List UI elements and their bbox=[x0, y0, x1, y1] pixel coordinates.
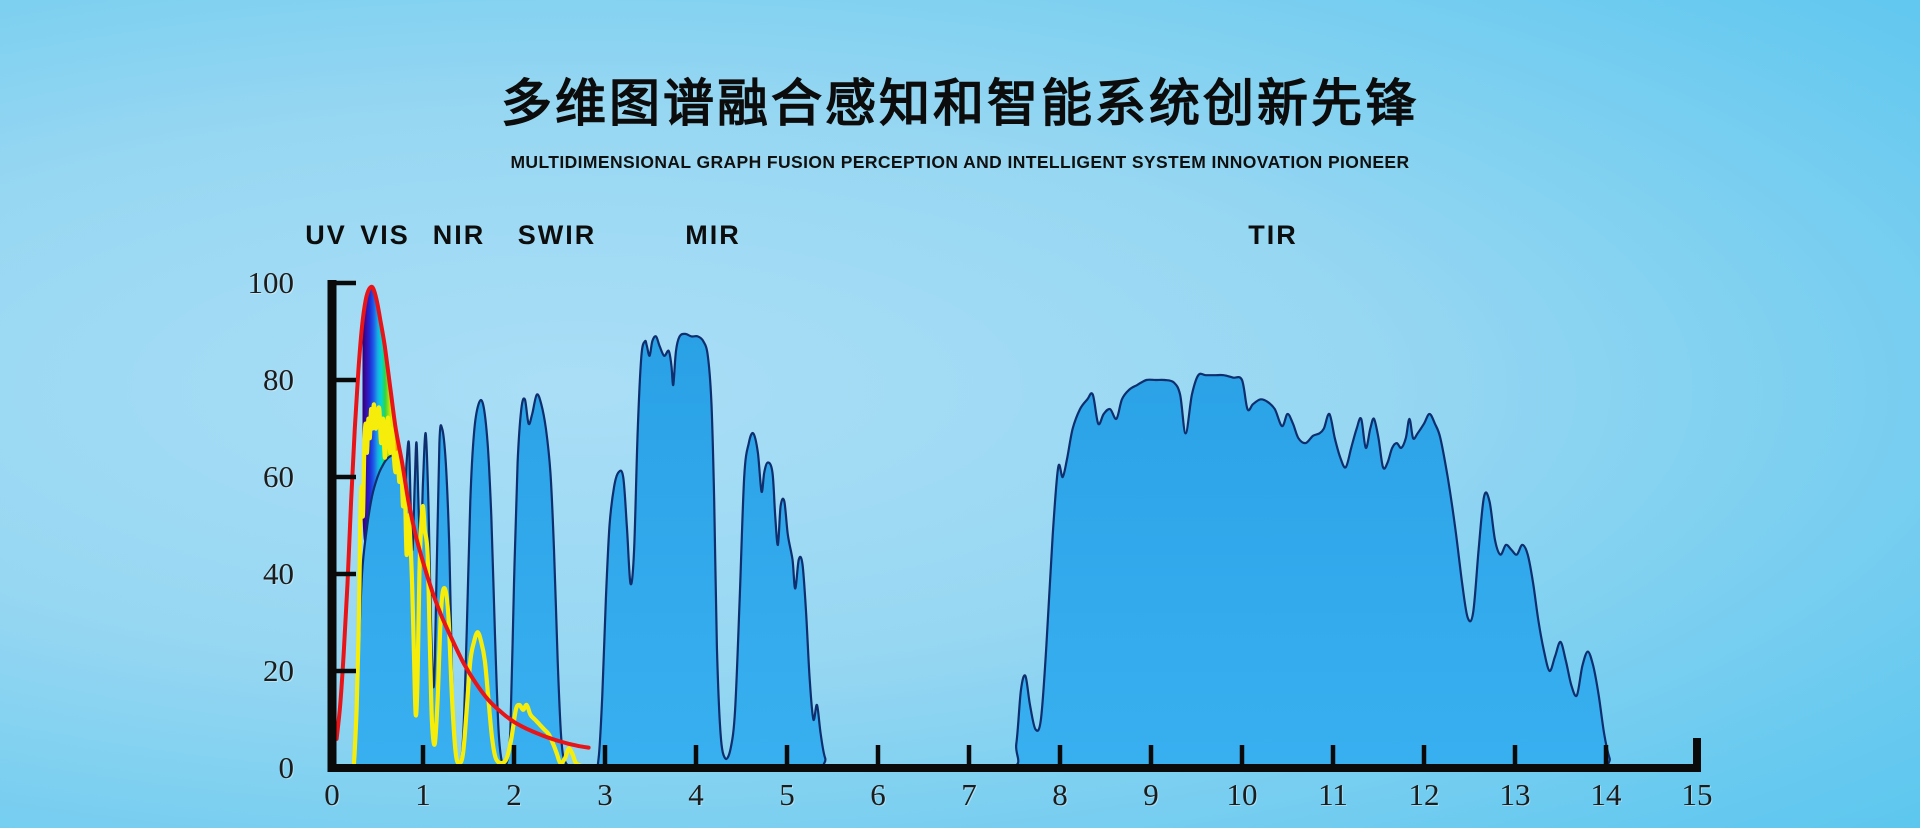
y-tick-label: 0 bbox=[278, 750, 295, 785]
page-title: 多维图谱融合感知和智能系统创新先锋 bbox=[500, 75, 1419, 132]
x-tick-label: 13 bbox=[1499, 777, 1531, 812]
solar-envelope-curve bbox=[334, 284, 591, 750]
x-tick-label: 14 bbox=[1590, 777, 1622, 812]
x-tick-label: 3 bbox=[597, 777, 613, 812]
band-label-uv: UV bbox=[305, 220, 347, 250]
x-tick-label: 15 bbox=[1681, 777, 1713, 812]
band-label-mir: MIR bbox=[685, 220, 741, 250]
solar-ground-irradiance-curve bbox=[351, 402, 583, 771]
x-tick-label: 11 bbox=[1318, 777, 1348, 812]
band-label-vis: VIS bbox=[360, 220, 410, 250]
x-tick-label: 9 bbox=[1143, 777, 1159, 812]
x-tick-label: 12 bbox=[1408, 777, 1440, 812]
y-tick-label: 20 bbox=[263, 653, 294, 688]
x-tick-label: 4 bbox=[688, 777, 704, 812]
y-tick-label: 80 bbox=[263, 362, 294, 397]
x-tick-label: 7 bbox=[961, 777, 977, 812]
visible-spectrum-region bbox=[362, 286, 403, 542]
page-subtitle: MULTIDIMENSIONAL GRAPH FUSION PERCEPTION… bbox=[510, 152, 1410, 172]
x-tick-label: 1 bbox=[415, 777, 431, 812]
atmospheric-windows-area bbox=[353, 332, 1699, 771]
band-label-nir: NIR bbox=[432, 220, 486, 250]
axes bbox=[327, 280, 1701, 772]
y-tick-label: 40 bbox=[263, 556, 294, 591]
y-tick-label: 60 bbox=[263, 459, 294, 494]
x-tick-label: 6 bbox=[870, 777, 886, 812]
band-label-swir: SWIR bbox=[517, 220, 597, 250]
x-tick-label: 10 bbox=[1226, 777, 1258, 812]
x-tick-label: 2 bbox=[506, 777, 522, 812]
x-tick-label: 8 bbox=[1052, 777, 1068, 812]
y-tick-label: 100 bbox=[247, 265, 295, 300]
x-tick-label: 0 bbox=[324, 777, 340, 812]
band-label-tir: TIR bbox=[1248, 220, 1298, 250]
x-tick-label: 5 bbox=[779, 777, 795, 812]
